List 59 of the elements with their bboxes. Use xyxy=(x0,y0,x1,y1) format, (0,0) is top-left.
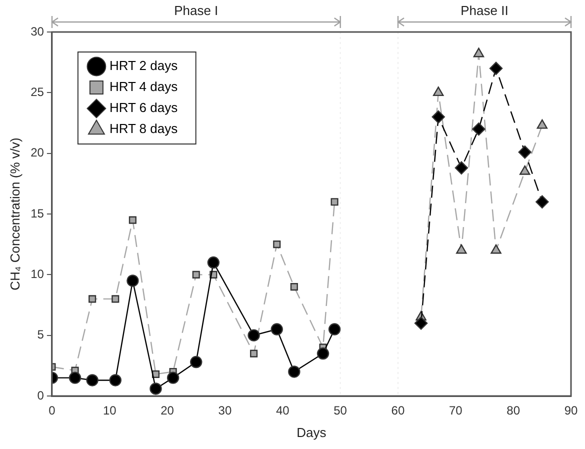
point xyxy=(454,161,468,174)
x-tick-label: 10 xyxy=(102,404,117,418)
text: Phase II xyxy=(460,3,508,18)
y-tick-label: 15 xyxy=(30,206,44,220)
point xyxy=(248,329,260,342)
point xyxy=(270,323,283,336)
x-tick-label: 60 xyxy=(391,404,405,418)
x-tick-label: 80 xyxy=(506,404,520,418)
y-axis-title: CH₄ Concentration (% v/v) xyxy=(7,138,22,290)
point xyxy=(288,366,300,378)
point xyxy=(190,356,202,368)
point xyxy=(128,216,136,224)
point xyxy=(473,48,484,58)
point xyxy=(489,62,503,75)
x-tick-label: 30 xyxy=(218,404,232,418)
legend-label: HRT 6 days xyxy=(109,100,178,116)
point xyxy=(414,316,428,330)
y-tick-label: 10 xyxy=(30,266,44,281)
point xyxy=(520,165,530,175)
point xyxy=(432,86,444,96)
text: Phase I xyxy=(174,3,218,18)
y-tick-label: 30 xyxy=(30,24,44,38)
point xyxy=(126,274,139,287)
point xyxy=(290,283,298,291)
point xyxy=(207,256,220,269)
point xyxy=(166,372,180,384)
point xyxy=(330,198,338,206)
x-tick-label: 0 xyxy=(48,404,56,418)
point xyxy=(456,244,467,254)
point xyxy=(150,382,162,395)
point xyxy=(68,372,82,384)
point xyxy=(273,240,281,248)
point xyxy=(250,350,258,358)
legend-label: HRT 8 days xyxy=(109,121,178,136)
x-tick-label: 50 xyxy=(334,404,348,418)
y-tick-label: 0 xyxy=(37,388,44,402)
point xyxy=(316,347,330,360)
point xyxy=(518,146,532,159)
point xyxy=(536,119,548,129)
point xyxy=(472,122,486,136)
y-tick-label: 25 xyxy=(30,84,44,99)
x-tick-label: 40 xyxy=(276,404,290,418)
x-tick-label: 20 xyxy=(160,404,174,418)
x-axis-title: Days xyxy=(296,424,327,440)
point xyxy=(432,110,445,124)
y-tick-label: 20 xyxy=(30,146,44,160)
point xyxy=(328,323,341,336)
legend-label: HRT 4 days xyxy=(109,79,178,94)
legend-label: HRT 2 days xyxy=(109,58,178,74)
point xyxy=(86,374,98,386)
x-tick-label: 70 xyxy=(448,404,463,418)
x-tick-label: 90 xyxy=(564,404,578,418)
point xyxy=(112,295,120,303)
point xyxy=(490,244,502,254)
point xyxy=(88,295,96,303)
point xyxy=(192,270,200,278)
point xyxy=(536,195,549,208)
y-tick-label: 5 xyxy=(37,328,44,342)
point xyxy=(109,374,122,386)
